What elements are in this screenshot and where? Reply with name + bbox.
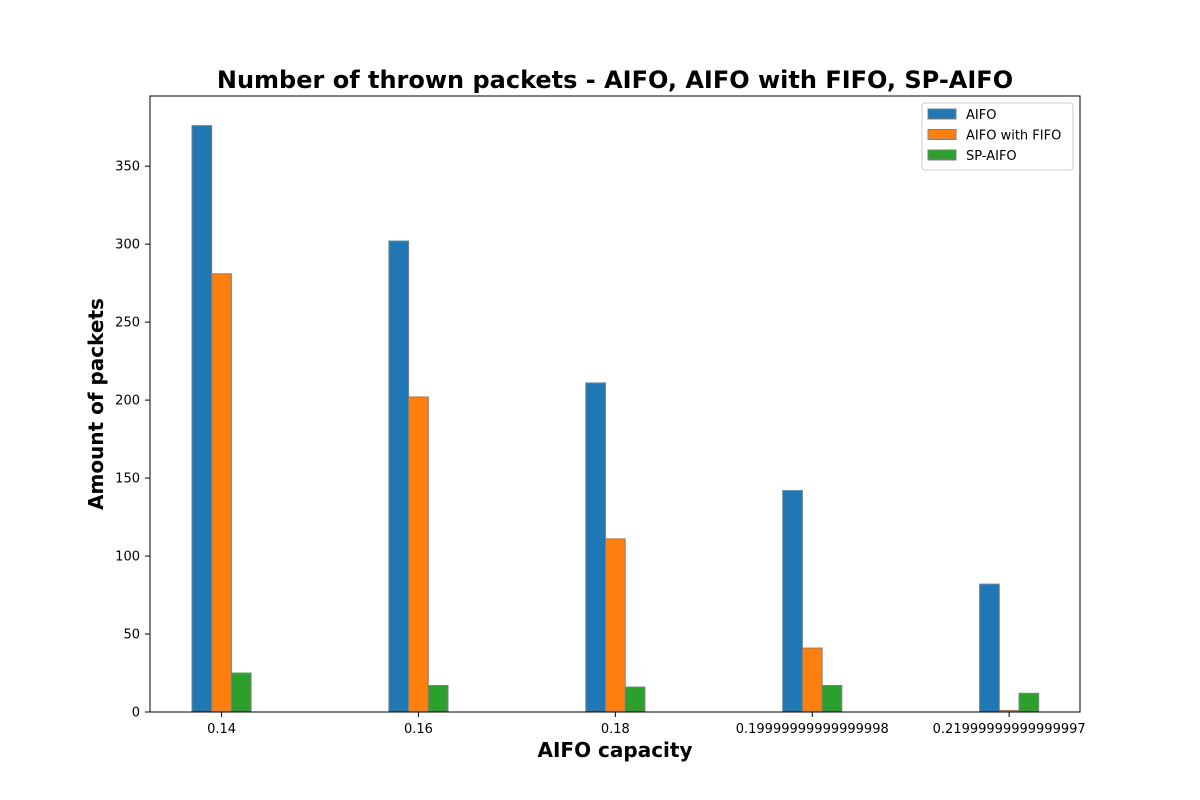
- legend-label: SP-AIFO: [966, 149, 1017, 164]
- legend-box: [921, 102, 1074, 171]
- bar: [230, 672, 252, 713]
- bar: [624, 686, 646, 713]
- y-tick-label: 0: [132, 706, 140, 721]
- bar: [211, 273, 232, 713]
- y-tick-label: 150: [115, 472, 140, 487]
- x-tick-label: 0.19999999999999998: [736, 722, 889, 737]
- x-tick-label: 0.14: [207, 722, 236, 737]
- bar: [1018, 692, 1040, 713]
- bar: [427, 684, 449, 713]
- y-tick-label: 50: [123, 628, 140, 643]
- bar: [821, 684, 843, 713]
- x-tick-label: 0.16: [404, 722, 433, 737]
- bar: [979, 583, 1000, 713]
- bar: [801, 647, 823, 713]
- y-tick-label: 100: [115, 550, 140, 565]
- y-axis-label: Amount of packets: [84, 298, 108, 510]
- y-tick-label: 350: [115, 160, 140, 175]
- bar: [191, 125, 213, 713]
- bar: [605, 538, 626, 713]
- bar: [408, 396, 429, 713]
- plot-area-frame: [149, 95, 1081, 713]
- legend-swatch: [927, 149, 957, 161]
- bar: [585, 382, 606, 713]
- chart-title: Number of thrown packets - AIFO, AIFO wi…: [217, 66, 1013, 94]
- legend-label: AIFO with FIFO: [966, 129, 1061, 144]
- x-tick-label: 0.18: [601, 722, 630, 737]
- y-tick-label: 300: [115, 238, 140, 253]
- ticks-layer: 0.14 0.16 0.18 0.19999999999999998 0.2199999…: [115, 160, 1085, 737]
- x-axis-label: AIFO capacity: [537, 738, 692, 762]
- bar: [782, 490, 803, 713]
- legend: AIFO AIFO with FIFO SP-AIFO: [921, 102, 1074, 171]
- bar: [388, 240, 410, 713]
- y-tick-label: 200: [115, 394, 140, 409]
- legend-swatch: [927, 129, 957, 140]
- bars-layer: [191, 125, 1040, 713]
- legend-swatch: [927, 108, 957, 120]
- legend-label: AIFO: [966, 108, 996, 123]
- x-tick-label: 0.21999999999999997: [933, 722, 1086, 737]
- y-tick-label: 250: [115, 316, 140, 331]
